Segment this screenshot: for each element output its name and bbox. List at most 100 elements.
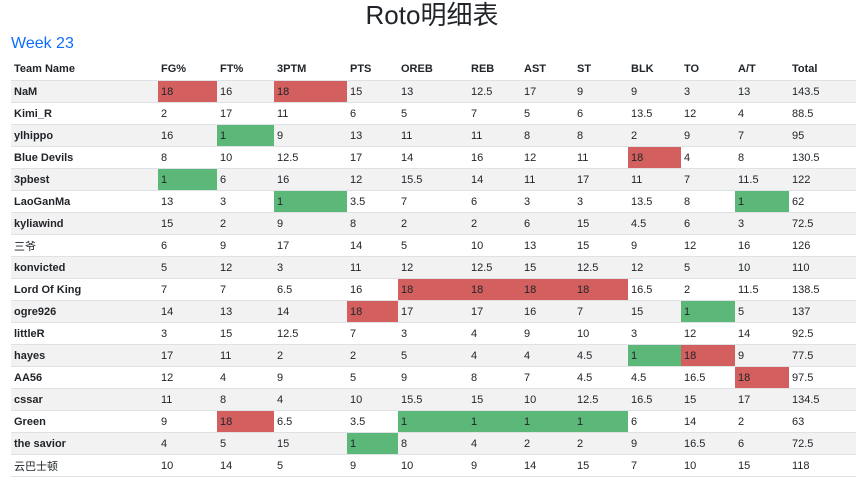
score-cell: 10 — [217, 146, 274, 169]
column-header[interactable]: OREB — [398, 58, 468, 81]
score-cell: 13 — [217, 300, 274, 323]
column-header[interactable]: FG% — [158, 58, 217, 81]
score-cell: 13 — [158, 190, 217, 213]
score-cell: 126 — [789, 234, 856, 257]
score-cell: 16 — [158, 124, 217, 147]
score-cell: 16 — [347, 278, 398, 301]
score-cell: 12 — [681, 234, 735, 257]
score-cell: 12 — [681, 322, 735, 345]
column-header[interactable]: ST — [574, 58, 628, 81]
score-cell: 15 — [521, 256, 574, 279]
column-header[interactable]: BLK — [628, 58, 681, 81]
week-link[interactable]: Week 23 — [11, 35, 74, 52]
score-cell: 1 — [158, 168, 217, 191]
score-cell: 4 — [274, 388, 347, 411]
score-cell: 14 — [217, 454, 274, 477]
column-header[interactable]: PTS — [347, 58, 398, 81]
score-cell: 15 — [574, 454, 628, 477]
score-cell: 72.5 — [789, 212, 856, 235]
score-cell: 16 — [735, 234, 789, 257]
score-cell: 18 — [574, 278, 628, 301]
score-cell: 8 — [347, 212, 398, 235]
column-header[interactable]: A/T — [735, 58, 789, 81]
column-header[interactable]: 3PTM — [274, 58, 347, 81]
table-body: NaM 18 16 18 15 13 12.5 17 9 9 3 13 143.5 Kimi_R 2 17 11… — [11, 80, 856, 477]
team-name-cell: Green — [11, 410, 158, 433]
score-cell: 7 — [158, 278, 217, 301]
score-cell: 5 — [398, 234, 468, 257]
column-header[interactable]: REB — [468, 58, 521, 81]
score-cell: 1 — [521, 410, 574, 433]
score-cell: 10 — [347, 388, 398, 411]
column-header[interactable]: TO — [681, 58, 735, 81]
score-cell: 63 — [789, 410, 856, 433]
score-cell: 15 — [628, 300, 681, 323]
score-cell: 15 — [158, 212, 217, 235]
score-cell: 9 — [274, 212, 347, 235]
score-cell: 9 — [574, 80, 628, 103]
score-cell: 2 — [274, 344, 347, 367]
score-cell: 15 — [468, 388, 521, 411]
team-name-cell: 3pbest — [11, 168, 158, 191]
team-name-cell: ogre926 — [11, 300, 158, 323]
score-cell: 3 — [574, 190, 628, 213]
table-row: Green 9 18 6.5 3.5 1 1 1 1 6 14 2 63 — [11, 410, 856, 433]
score-cell: 8 — [158, 146, 217, 169]
table-row: littleR 3 15 12.5 7 3 4 9 10 3 12 14 92.5 — [11, 322, 856, 345]
score-cell: 13 — [347, 124, 398, 147]
score-cell: 12 — [398, 256, 468, 279]
column-header[interactable]: FT% — [217, 58, 274, 81]
table-row: ogre926 14 13 14 18 17 17 16 7 15 1 5 137 — [11, 300, 856, 323]
score-cell: 118 — [789, 454, 856, 477]
score-cell: 3 — [735, 212, 789, 235]
score-cell: 10 — [468, 234, 521, 257]
score-cell: 3 — [628, 322, 681, 345]
score-cell: 18 — [347, 300, 398, 323]
score-cell: 130.5 — [789, 146, 856, 169]
score-cell: 18 — [628, 146, 681, 169]
header-row: Team Name FG% FT% 3PTM PTS OREB REB AST ST BLK TO A… — [11, 58, 856, 81]
team-name-cell: cssar — [11, 388, 158, 411]
score-cell: 6 — [574, 102, 628, 125]
score-cell: 17 — [468, 300, 521, 323]
score-cell: 9 — [158, 410, 217, 433]
team-name-cell: AA56 — [11, 366, 158, 389]
table-row: the savior 4 5 15 1 8 4 2 2 9 16.5 6 72.5 — [11, 432, 856, 455]
column-header[interactable]: AST — [521, 58, 574, 81]
score-cell: 18 — [158, 80, 217, 103]
score-cell: 7 — [628, 454, 681, 477]
score-cell: 1 — [217, 124, 274, 147]
score-cell: 12 — [521, 146, 574, 169]
score-cell: 18 — [681, 344, 735, 367]
score-cell: 92.5 — [789, 322, 856, 345]
table-row: 3pbest 1 6 16 12 15.5 14 11 17 11 7 11.5 122 — [11, 168, 856, 191]
score-cell: 9 — [521, 322, 574, 345]
score-cell: 138.5 — [789, 278, 856, 301]
team-name-cell: Kimi_R — [11, 102, 158, 125]
column-header[interactable]: Team Name — [11, 58, 158, 81]
score-cell: 6 — [347, 102, 398, 125]
score-cell: 5 — [347, 366, 398, 389]
score-cell: 5 — [158, 256, 217, 279]
score-cell: 7 — [521, 366, 574, 389]
table-row: 云巴士顿 10 14 5 9 10 9 14 15 7 10 15 118 — [11, 454, 856, 477]
score-cell: 18 — [217, 410, 274, 433]
score-cell: 15 — [735, 454, 789, 477]
score-cell: 7 — [681, 168, 735, 191]
score-cell: 122 — [789, 168, 856, 191]
score-cell: 12.5 — [274, 146, 347, 169]
score-cell: 88.5 — [789, 102, 856, 125]
column-header[interactable]: Total — [789, 58, 856, 81]
score-cell: 17 — [158, 344, 217, 367]
table-row: kyliawind 15 2 9 8 2 2 6 15 4.5 6 3 72.5 — [11, 212, 856, 235]
score-cell: 13.5 — [628, 102, 681, 125]
score-cell: 4 — [217, 366, 274, 389]
score-cell: 5 — [735, 300, 789, 323]
score-cell: 18 — [521, 278, 574, 301]
score-cell: 18 — [735, 366, 789, 389]
score-cell: 18 — [468, 278, 521, 301]
score-cell: 10 — [735, 256, 789, 279]
score-cell: 2 — [217, 212, 274, 235]
score-cell: 8 — [398, 432, 468, 455]
score-cell: 12.5 — [468, 80, 521, 103]
